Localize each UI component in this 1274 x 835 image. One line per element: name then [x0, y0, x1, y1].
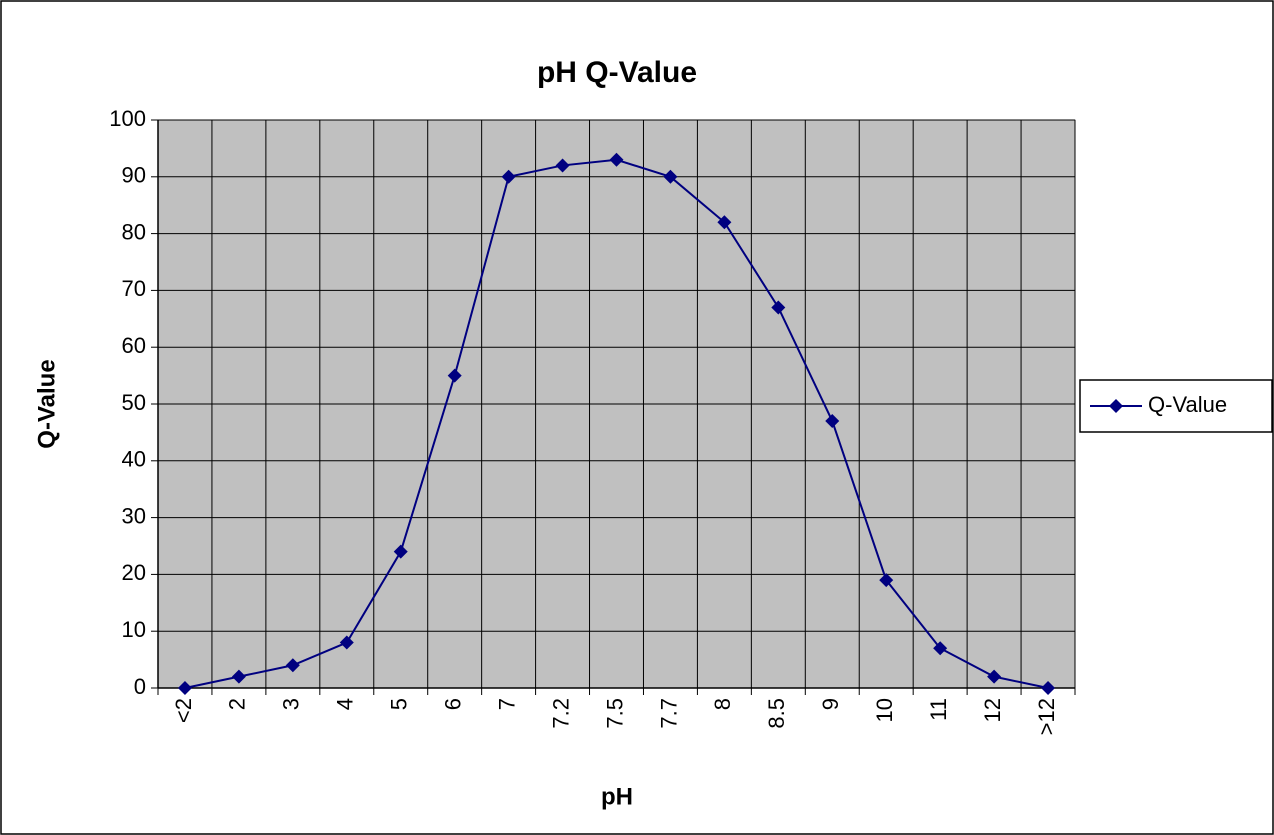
data-point [285, 658, 300, 673]
x-tick-label: >12 [1034, 698, 1059, 735]
x-tick-label: 12 [980, 698, 1005, 722]
data-point [609, 152, 624, 167]
x-tick-label: 11 [926, 698, 951, 721]
x-tick-label: 3 [279, 698, 304, 710]
y-tick-label: 60 [122, 333, 146, 358]
x-tick-label: 2 [225, 698, 250, 710]
data-point [879, 573, 894, 588]
x-tick-label: 7.5 [602, 698, 627, 729]
x-tick-label: 7 [494, 698, 519, 710]
x-tick-label: 6 [440, 698, 465, 710]
data-point [987, 669, 1002, 684]
y-tick-label: 50 [122, 390, 146, 415]
data-point [231, 669, 246, 684]
data-point [177, 681, 192, 695]
y-tick-label: 30 [122, 503, 146, 528]
y-tick-label: 40 [122, 447, 146, 472]
y-axis-label: Q-Value [33, 359, 60, 448]
x-tick-label: 7.7 [656, 698, 681, 729]
y-tick-label: 10 [122, 617, 146, 642]
legend-label: Q-Value [1148, 392, 1227, 417]
x-tick-label: 7.2 [548, 698, 573, 729]
data-point [1041, 681, 1056, 695]
data-point [825, 414, 840, 429]
y-tick-label: 80 [122, 219, 146, 244]
data-point [663, 169, 678, 184]
x-axis-label: pH [601, 783, 633, 810]
x-tick-label: 8 [710, 698, 735, 710]
data-point [339, 635, 354, 650]
x-tick-label: <2 [171, 698, 196, 723]
legend-marker [1109, 399, 1123, 413]
x-tick-label: 8.5 [764, 698, 789, 729]
y-tick-label: 90 [122, 163, 146, 188]
y-tick-label: 0 [134, 674, 146, 699]
data-point [555, 158, 570, 173]
x-tick-label: 10 [872, 698, 897, 722]
y-tick-label: 20 [122, 560, 146, 585]
x-tick-label: 5 [387, 698, 412, 710]
x-tick-label: 4 [333, 698, 358, 710]
data-point [447, 368, 462, 383]
data-point [771, 300, 786, 315]
data-point [393, 544, 408, 559]
x-tick-label: 9 [818, 698, 843, 710]
y-tick-label: 70 [122, 276, 146, 301]
data-point [933, 641, 948, 656]
data-point [717, 215, 732, 230]
chart-title: pH Q-Value [537, 56, 697, 89]
y-tick-label: 100 [109, 106, 146, 131]
data-point [501, 169, 516, 184]
